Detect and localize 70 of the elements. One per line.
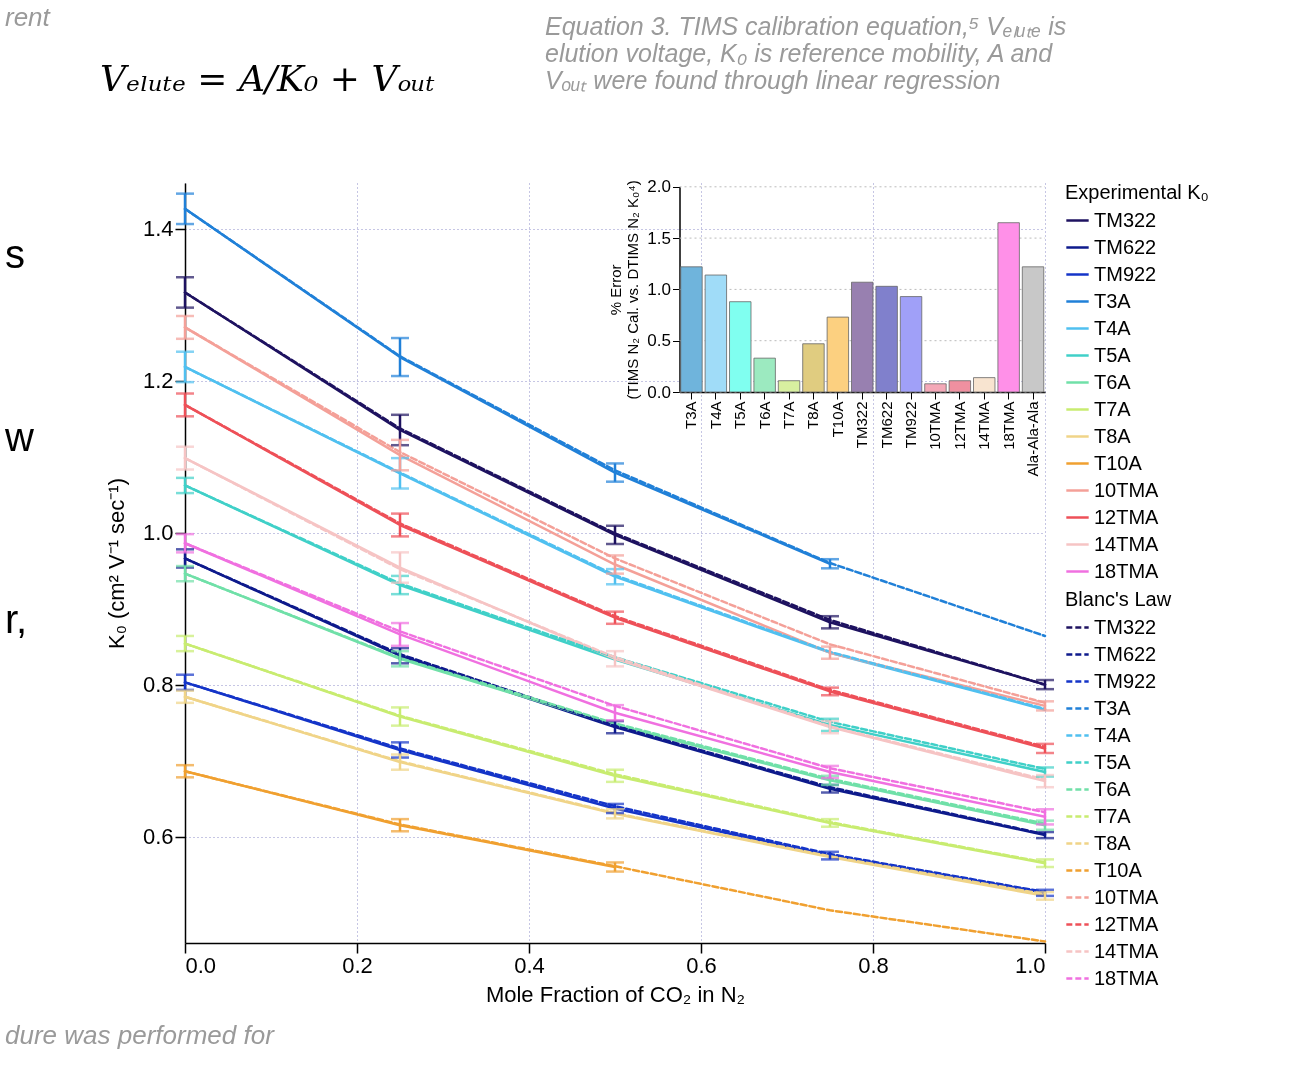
x-tick-label: 0.8 [858,952,889,978]
text: dure was performed for [5,1020,276,1050]
x-tick-label: 0.4 [514,952,545,978]
x-tick-label: Ala-Ala-Ala [1024,400,1042,477]
legend-label: T4A [1094,316,1132,339]
y-axis-title: % Error (TIMS N₂ Cal. vs. DTIMS N₂ K₀⁴) [607,180,642,400]
legend-label: 12TMA [1094,912,1160,935]
x-tick-label: T5A [731,401,749,430]
y-tick-label: 1.0 [647,279,671,299]
x-tick-label: T7A [780,401,798,430]
y-tick-label: 1.2 [142,368,174,394]
x-tick-label: 14TMA [975,401,993,450]
x-tick-label: 1.0 [1014,952,1046,978]
legend-label: T5A [1094,343,1132,366]
legend-label: T7A [1094,804,1132,827]
bar [777,380,801,393]
x-tick-label: TM622 [877,401,895,449]
legend-label: T6A [1094,777,1132,800]
text: Blanc's Law [1065,588,1172,610]
x-tick-label: 0.2 [342,952,373,978]
x-tick-label: T3A [682,401,700,430]
legend-label: 10TMA [1094,478,1160,501]
x-tick-label: TM922 [902,401,920,449]
text: s [5,232,25,277]
legend-label: TM622 [1094,642,1157,665]
legend-label: T8A [1094,831,1132,854]
text: w [4,414,34,459]
legend-label: TM922 [1094,669,1157,692]
legend-label: 14TMA [1094,532,1160,555]
legend-label: 12TMA [1094,505,1160,528]
text: Vₑₗᵤₜₑ = A/K₀ + Vₒᵤₜ [100,58,435,99]
bar [899,296,923,393]
legend-label: T10A [1094,858,1143,881]
text: rent [5,2,52,32]
legend-label: TM322 [1094,208,1157,231]
x-tick-label: T6A [755,401,773,430]
x-tick-label: T10A [828,401,846,438]
y-tick-label: 1.4 [142,216,174,242]
y-tick-label: 0.8 [142,672,174,698]
text: Equation 3. TIMS calibration equation,⁵ Vₑₗᵤₜₑ is elution voltage, K₀ is reference mobility, A and Vₒᵤₜ were found through linear regression [545,12,1067,94]
legend-label: T10A [1094,451,1143,474]
x-tick-label: 12TMA [950,401,968,450]
text: r, [5,597,28,641]
legend-label: TM622 [1094,235,1157,258]
y-tick-label: 2.0 [647,177,671,197]
y-tick-label: 1.5 [647,228,671,248]
y-tick-label: 0.0 [647,382,671,402]
legend-label: TM322 [1094,615,1157,638]
y-tick-label: 0.6 [142,824,174,850]
x-tick-label: 0.0 [185,952,217,978]
x-tick-label: 10TMA [926,401,944,450]
legend-label: T6A [1094,370,1132,393]
legend-label: T3A [1094,289,1132,312]
text: Experimental K₀ [1065,181,1209,203]
x-tick-label: T8A [804,401,822,430]
bar [1021,266,1045,393]
legend-label: T3A [1094,696,1132,719]
x-axis-title: Mole Fraction of CO₂ in N₂ [485,981,746,1007]
legend-label: 18TMA [1094,559,1160,582]
x-tick-label: T4A [706,401,724,430]
legend-label: 10TMA [1094,885,1160,908]
x-tick-label: 0.6 [686,952,717,978]
y-axis-title: K₀ (cm² V⁻¹ sec⁻¹) [103,477,129,650]
legend-label: TM922 [1094,262,1157,285]
y-tick-label: 1.0 [142,520,174,546]
legend-label: T4A [1094,723,1132,746]
y-tick-label: 0.5 [647,331,671,351]
legend-label: T5A [1094,750,1132,773]
x-tick-label: 18TMA [999,401,1017,450]
x-tick-label: TM322 [853,401,871,449]
